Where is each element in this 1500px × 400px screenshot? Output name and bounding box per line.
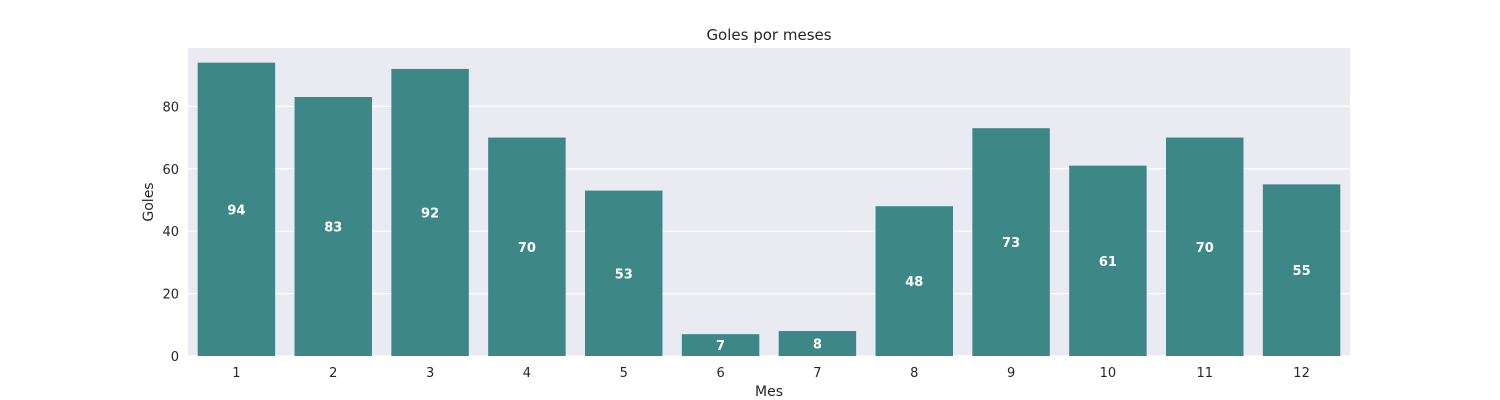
x-tick-labels: 1 2 3 4 5 6 7 8 9 10 11 12 — [232, 366, 1310, 381]
bar-value-label: 83 — [324, 220, 342, 235]
x-tick-label: 4 — [523, 366, 531, 381]
chart-title: Goles por meses — [706, 26, 831, 44]
bar-value-label: 8 — [813, 338, 822, 353]
x-tick-label: 1 — [232, 366, 240, 381]
bar — [488, 137, 566, 356]
bar — [391, 68, 469, 356]
y-tick-label: 20 — [162, 288, 179, 303]
bar — [1166, 137, 1244, 356]
bar-value-label: 48 — [905, 275, 923, 290]
y-tick-label: 0 — [171, 350, 179, 365]
bar — [681, 334, 760, 356]
x-tick-label: 2 — [329, 366, 337, 381]
plot-area — [188, 48, 1350, 356]
bar — [1262, 184, 1341, 356]
bar — [294, 96, 372, 356]
y-tick-labels: 0 20 40 60 80 — [162, 100, 179, 365]
grid-lines — [188, 105, 1350, 357]
x-tick-label: 11 — [1196, 366, 1213, 381]
x-tick-label: 6 — [716, 366, 724, 381]
x-tick-label: 7 — [813, 366, 821, 381]
y-tick-label: 40 — [162, 225, 179, 240]
bar — [197, 62, 276, 357]
bar — [972, 128, 1050, 356]
bar-value-label: 70 — [1196, 241, 1214, 256]
bar-labels: 94 83 92 70 53 7 8 48 73 61 70 55 — [227, 203, 1310, 354]
bar-value-label: 55 — [1293, 264, 1311, 279]
bars — [197, 62, 1341, 357]
bar — [585, 190, 663, 356]
bar-value-label: 61 — [1099, 255, 1117, 270]
bar-value-label: 53 — [615, 267, 633, 282]
bar-value-label: 7 — [716, 339, 725, 354]
bar-value-label: 73 — [1002, 236, 1020, 251]
y-tick-label: 60 — [162, 163, 179, 178]
bar — [778, 331, 857, 356]
x-tick-label: 9 — [1007, 366, 1015, 381]
y-axis-title: Goles — [141, 182, 157, 221]
x-tick-label: 5 — [620, 366, 628, 381]
y-tick-label: 80 — [162, 100, 179, 115]
x-tick-label: 12 — [1293, 366, 1310, 381]
bar-value-label: 94 — [227, 203, 245, 218]
bar — [1069, 165, 1147, 356]
x-tick-label: 3 — [426, 366, 434, 381]
bar-value-label: 70 — [518, 241, 536, 256]
bar — [875, 206, 953, 356]
x-axis-title: Mes — [755, 384, 783, 400]
x-tick-label: 8 — [910, 366, 918, 381]
x-tick-label: 10 — [1100, 366, 1117, 381]
bar-value-label: 92 — [421, 206, 439, 221]
